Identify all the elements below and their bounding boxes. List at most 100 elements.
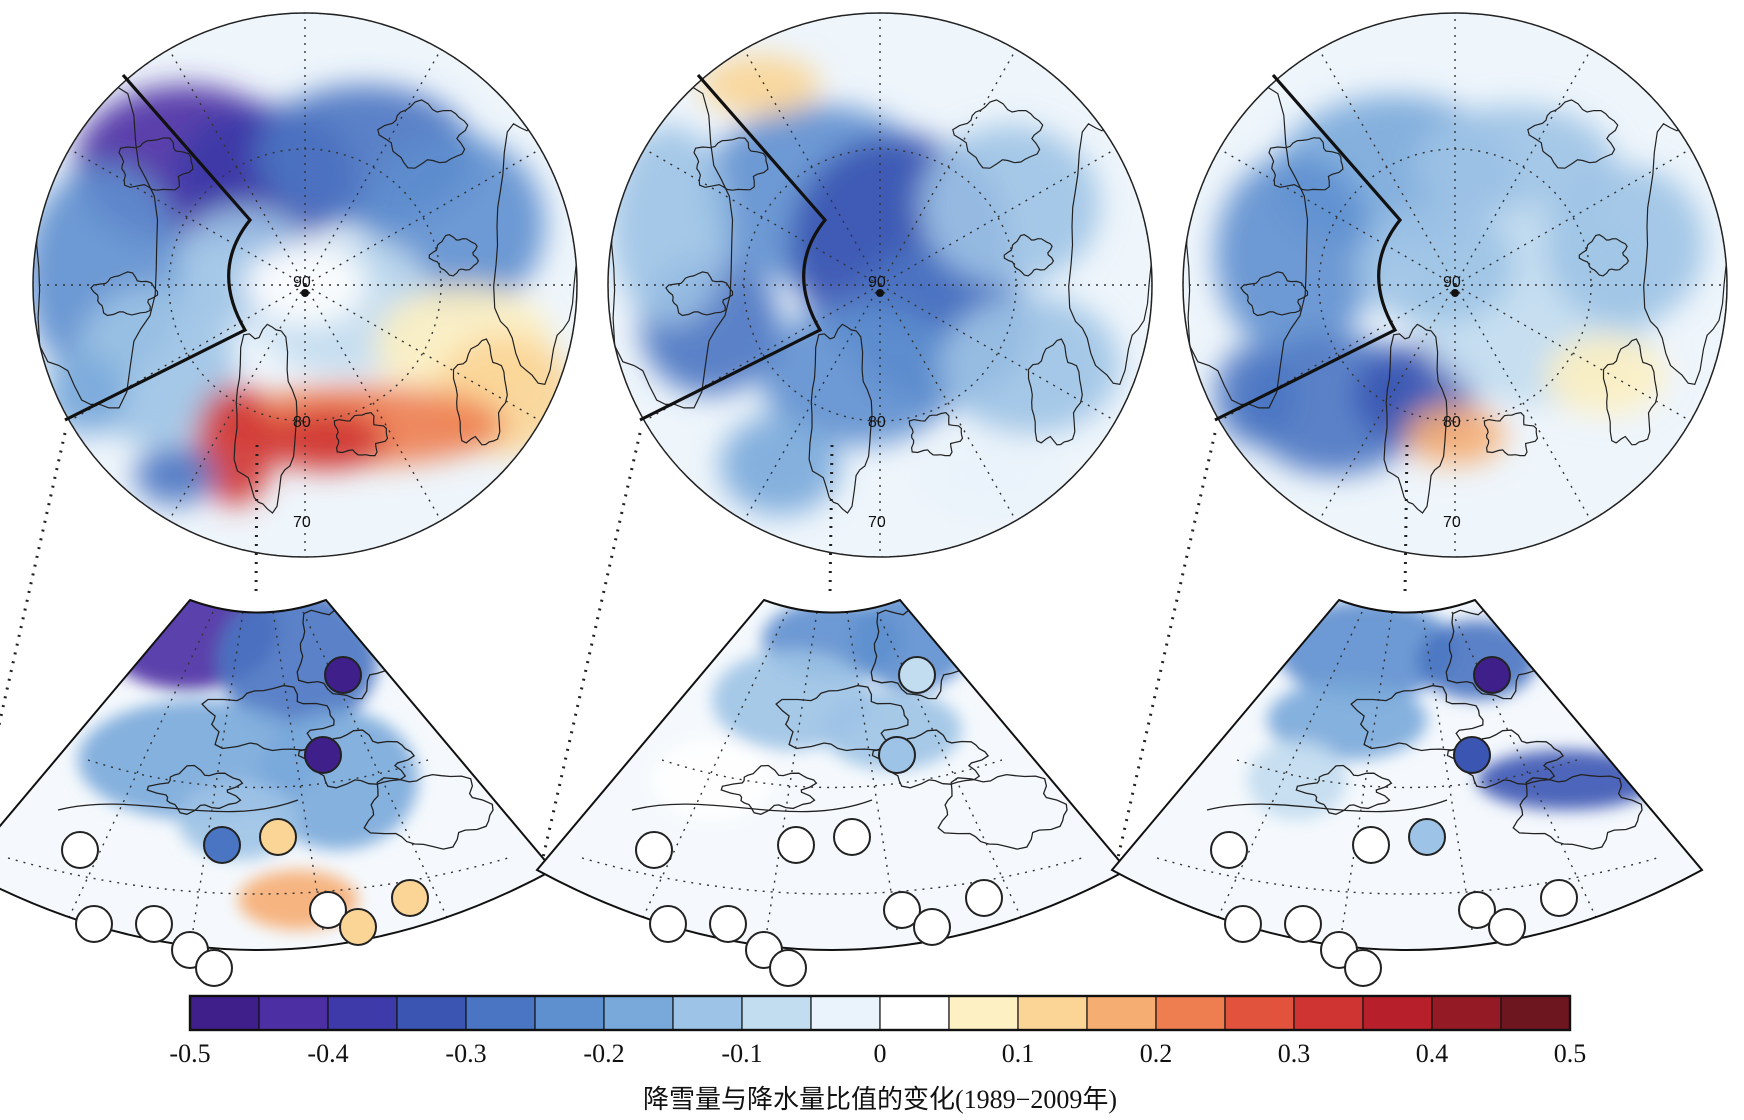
colorbar-tick-label: -0.3 [445, 1039, 486, 1068]
colorbar-tick-label: 0.4 [1416, 1039, 1449, 1068]
lat-label-70: 70 [293, 514, 311, 531]
zoom-wedge [0, 600, 553, 950]
colorbar-tick-label: 0.1 [1002, 1039, 1035, 1068]
colorbar-segment [465, 995, 536, 1031]
station-marker [1210, 831, 1248, 869]
colorbar-segment [1293, 995, 1364, 1031]
station-marker [833, 818, 871, 856]
pole-marker [301, 289, 309, 297]
polar-map [1183, 13, 1727, 557]
zoom-connectors [0, 432, 259, 728]
colorbar-segment [258, 995, 329, 1031]
zoom-wedge [537, 600, 1127, 950]
colorbar-segment [189, 995, 260, 1031]
station-marker [913, 908, 951, 946]
station-marker [1488, 908, 1526, 946]
station-marker [709, 905, 747, 943]
station-marker [635, 831, 673, 869]
colorbar-segment [603, 995, 674, 1031]
station-marker [339, 908, 377, 946]
station-marker [195, 949, 233, 987]
colorbar-segment [1224, 995, 1295, 1031]
colorbar-frame [188, 994, 1572, 1032]
station-marker [898, 656, 936, 694]
colorbar-tick-label: -0.5 [169, 1039, 210, 1068]
station-marker [304, 736, 342, 774]
colorbar-segment [534, 995, 605, 1031]
polar-map [608, 13, 1152, 557]
station-marker [1352, 826, 1390, 864]
station-marker [649, 905, 687, 943]
colorbar-tick-label: 0.3 [1278, 1039, 1311, 1068]
station-marker [309, 891, 347, 929]
colorbar-segment [1362, 995, 1433, 1031]
colorbar-tick-label: 0 [874, 1039, 887, 1068]
station-marker [324, 656, 362, 694]
colorbar-tick-label: -0.4 [307, 1039, 348, 1068]
station-marker [259, 818, 297, 856]
colorbar-title: 降雪量与降水量比值的变化(1989−2009年) [643, 1085, 1117, 1114]
colorbar-tick-label: 0.5 [1554, 1039, 1587, 1068]
lat-label-80: 80 [1443, 414, 1461, 431]
colorbar-segment [1017, 995, 1088, 1031]
station-marker [1453, 736, 1491, 774]
station-marker [1344, 949, 1382, 987]
colorbar-segment [879, 995, 950, 1031]
map-border [607, 12, 1153, 558]
station-marker [1473, 656, 1511, 694]
station-marker [75, 905, 113, 943]
colorbar-segment [1431, 995, 1502, 1031]
station-marker [135, 905, 173, 943]
station-marker [1224, 905, 1262, 943]
station-marker [965, 879, 1003, 917]
panel-middle: 90 80 70 [535, 12, 1153, 987]
graticule [1183, 13, 1727, 557]
lat-label-80: 80 [293, 414, 311, 431]
zoom-wedge [1112, 600, 1702, 950]
station-marker [1458, 891, 1496, 929]
colorbar-segment [327, 995, 398, 1031]
colorbar-segment [810, 995, 881, 1031]
panel-left: 90 80 70 [0, 12, 578, 987]
lat-label-80: 80 [868, 414, 886, 431]
colorbar-segment [396, 995, 467, 1031]
zoom-connectors [1115, 432, 1409, 863]
station-marker [883, 891, 921, 929]
station-marker [1284, 905, 1322, 943]
colorbar-segment [1500, 995, 1571, 1031]
polar-map [33, 13, 577, 557]
colorbar-segment [672, 995, 743, 1031]
colorbar-tick-label: -0.1 [721, 1039, 762, 1068]
lat-label-90: 90 [293, 274, 311, 291]
map-border [32, 12, 578, 558]
sector-outline [64, 73, 253, 422]
colorbar: -0.5 -0.4 -0.3 -0.2 -0.1 0 0.1 0.2 0.3 0.4 0.5 降雪量与… [169, 994, 1587, 1114]
graticule [33, 13, 577, 557]
colorbar-tick-label: 0.2 [1140, 1039, 1173, 1068]
pole-marker [876, 289, 884, 297]
lat-label-90: 90 [868, 274, 886, 291]
colorbar-segment [948, 995, 1019, 1031]
map-border [1182, 12, 1728, 558]
lat-label-90: 90 [1443, 274, 1461, 291]
station-marker [777, 826, 815, 864]
station-marker [769, 949, 807, 987]
colorbar-tick-label: -0.2 [583, 1039, 624, 1068]
colorbar-segment [1086, 995, 1157, 1031]
zoom-connectors [540, 432, 834, 863]
graticule [608, 13, 1152, 557]
panel-right: 90 80 70 [1110, 12, 1728, 987]
station-marker [203, 826, 241, 864]
pole-marker [1451, 289, 1459, 297]
colorbar-segment [741, 995, 812, 1031]
lat-label-70: 70 [1443, 514, 1461, 531]
station-marker [61, 831, 99, 869]
station-marker [878, 736, 916, 774]
colorbar-segment [1155, 995, 1226, 1031]
station-marker [391, 879, 429, 917]
sector-outline [1214, 73, 1403, 422]
station-marker [1540, 879, 1578, 917]
lat-label-70: 70 [868, 514, 886, 531]
sector-outline [639, 73, 828, 422]
